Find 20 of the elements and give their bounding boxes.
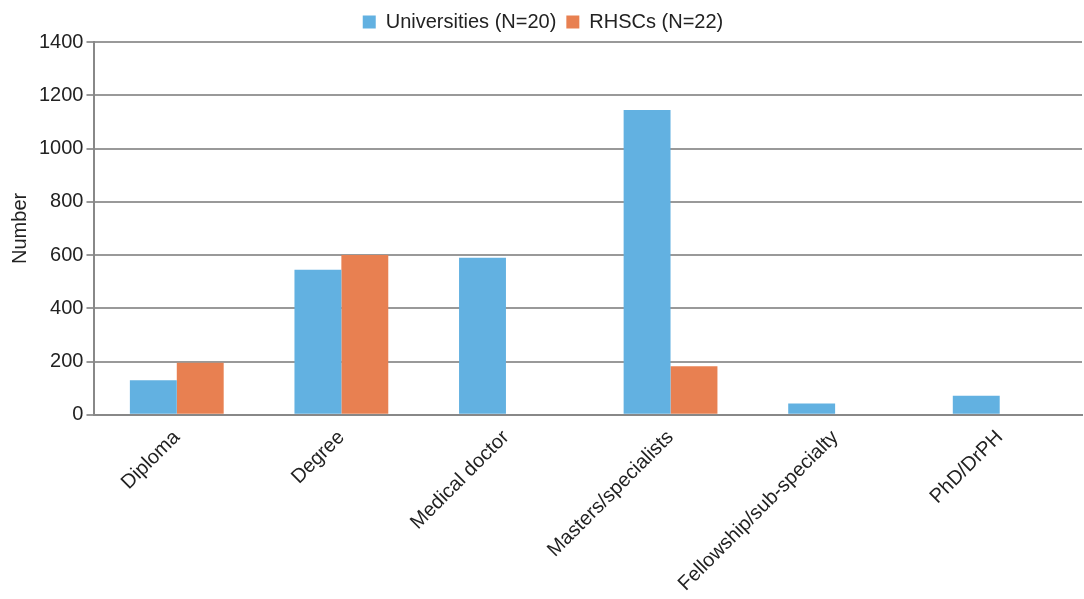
bar [952,395,1000,414]
y-axis-title: Number [7,192,30,264]
y-tick-label: 1000 [38,136,84,159]
bar [623,109,671,414]
y-tick-label: 600 [50,242,84,265]
y-tick-label: 400 [50,295,84,318]
bar [459,257,506,414]
bar [670,366,718,414]
bar [341,255,389,414]
legend-label: RHSCs (N=22) [589,9,724,32]
bar [788,403,836,414]
bar [129,380,177,414]
y-tick-label: 1400 [38,29,84,52]
bar [176,362,224,414]
y-tick-label: 200 [50,349,84,372]
legend-label: Universities (N=20) [385,9,557,32]
y-tick-label: 800 [50,189,84,212]
y-tick-label: 1200 [38,82,84,105]
y-tick-label: 0 [72,402,84,425]
bar [294,269,342,414]
